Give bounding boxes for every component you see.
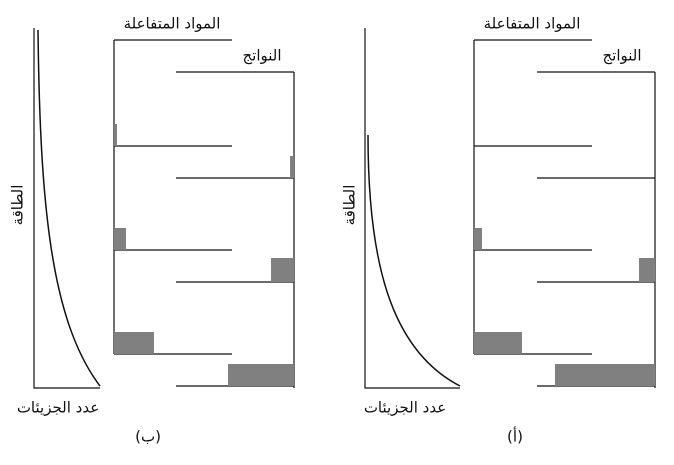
population-bar — [290, 156, 294, 178]
reactants-label: المواد المتفاعلة — [124, 15, 221, 33]
products-label: النواتج — [242, 47, 281, 65]
population-bar — [474, 332, 522, 354]
molecules-label: عدد الجزيئات — [17, 399, 99, 417]
distribution-curve — [37, 29, 101, 387]
energy-label: الطاقة — [341, 185, 359, 226]
population-bar — [271, 258, 294, 282]
products-label: النواتج — [602, 47, 641, 65]
population-bar — [639, 258, 655, 282]
population-bar — [114, 332, 154, 354]
panel-label: (ب) — [135, 428, 161, 446]
axes — [33, 28, 100, 389]
reactants-label: المواد المتفاعلة — [484, 15, 581, 33]
population-bar — [555, 364, 655, 386]
population-bar — [114, 124, 117, 146]
population-bar — [474, 228, 482, 250]
axes — [364, 28, 460, 389]
energy-label: الطاقة — [9, 185, 27, 226]
distribution-curve — [367, 134, 461, 387]
population-bar — [228, 364, 294, 386]
population-bar — [114, 228, 126, 250]
panel-label: (أ) — [507, 427, 523, 446]
panel-b: الطاقة عدد الجزيئات المواد المتفاعلة الن… — [9, 15, 295, 446]
panel-a: الطاقة عدد الجزيئات المواد المتفاعلة الن… — [341, 15, 656, 446]
molecules-label: عدد الجزيئات — [364, 399, 446, 417]
